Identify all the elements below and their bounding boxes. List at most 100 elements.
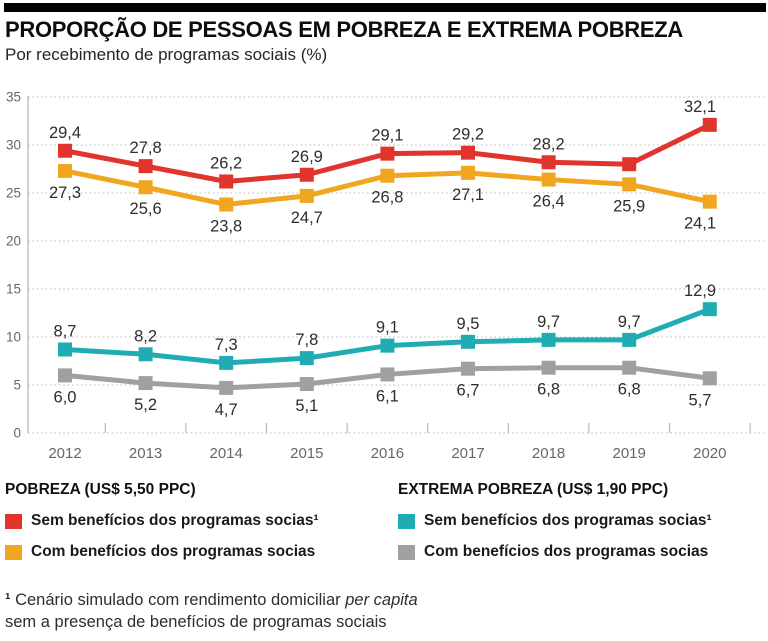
legend-item-label: Sem benefícios dos programas socias¹ bbox=[424, 512, 712, 529]
value-label-pobreza-sem-beneficios: 27,8 bbox=[130, 139, 162, 157]
marker-pobreza-com-beneficios bbox=[58, 163, 72, 178]
marker-pobreza-sem-beneficios bbox=[461, 145, 475, 160]
legend-item: Com benefícios dos programas socias bbox=[398, 543, 712, 561]
value-label-extrema-com-beneficios: 6,0 bbox=[54, 388, 77, 406]
marker-extrema-com-beneficios bbox=[541, 360, 556, 375]
value-label-pobreza-com-beneficios: 26,4 bbox=[533, 193, 565, 211]
marker-pobreza-com-beneficios bbox=[541, 172, 556, 187]
value-label-extrema-sem-beneficios: 7,3 bbox=[215, 336, 238, 354]
marker-extrema-com-beneficios bbox=[461, 361, 475, 376]
footnote: ¹ Cenário simulado com rendimento domici… bbox=[5, 589, 418, 633]
value-label-extrema-sem-beneficios: 9,1 bbox=[376, 319, 399, 337]
marker-extrema-sem-beneficios bbox=[138, 347, 153, 362]
legend: POBREZA (US$ 5,50 PPC) Sem benefícios do… bbox=[5, 481, 763, 561]
value-label-extrema-sem-beneficios: 7,8 bbox=[295, 331, 318, 349]
y-tick-label: 20 bbox=[6, 234, 21, 249]
legend-item-label: Sem benefícios dos programas socias¹ bbox=[31, 512, 319, 529]
marker-pobreza-sem-beneficios bbox=[622, 157, 637, 172]
x-tick-label: 2017 bbox=[451, 445, 484, 462]
y-tick-label: 25 bbox=[6, 186, 21, 201]
y-tick-label: 30 bbox=[6, 138, 21, 153]
value-label-pobreza-sem-beneficios: 32,1 bbox=[684, 98, 716, 116]
page-subtitle: Por recebimento de programas sociais (%) bbox=[5, 45, 328, 64]
legend-group-extrema-pobreza: EXTREMA POBREZA (US$ 1,90 PPC) Sem benef… bbox=[398, 481, 712, 561]
marker-extrema-com-beneficios bbox=[58, 368, 72, 383]
value-label-pobreza-sem-beneficios: 29,2 bbox=[452, 126, 484, 144]
value-label-pobreza-com-beneficios: 25,6 bbox=[130, 200, 162, 218]
value-label-extrema-com-beneficios: 6,8 bbox=[537, 381, 560, 399]
footnote-text-line2: sem a presença de benefícios de programa… bbox=[5, 613, 387, 631]
x-tick-label: 2014 bbox=[210, 445, 243, 462]
marker-pobreza-com-beneficios bbox=[299, 188, 314, 203]
value-label-pobreza-com-beneficios: 25,9 bbox=[613, 197, 645, 215]
marker-pobreza-com-beneficios bbox=[380, 168, 395, 183]
legend-item-label: Com benefícios dos programas socias bbox=[424, 543, 709, 560]
legend-item: Sem benefícios dos programas socias¹ bbox=[398, 512, 712, 530]
marker-extrema-sem-beneficios bbox=[299, 351, 314, 366]
legend-color-swatch-icon bbox=[5, 544, 22, 560]
value-label-extrema-com-beneficios: 4,7 bbox=[215, 401, 238, 419]
marker-extrema-sem-beneficios bbox=[219, 355, 234, 370]
marker-extrema-com-beneficios bbox=[702, 371, 717, 386]
marker-pobreza-sem-beneficios bbox=[702, 117, 717, 132]
marker-extrema-sem-beneficios bbox=[58, 342, 72, 357]
value-label-pobreza-sem-beneficios: 28,2 bbox=[533, 135, 565, 153]
legend-group-title: EXTREMA POBREZA (US$ 1,90 PPC) bbox=[398, 481, 669, 498]
marker-extrema-sem-beneficios bbox=[461, 334, 475, 349]
x-tick-label: 2020 bbox=[693, 445, 726, 462]
y-tick-label: 0 bbox=[13, 426, 21, 441]
value-label-extrema-sem-beneficios: 12,9 bbox=[684, 282, 716, 300]
value-label-pobreza-com-beneficios: 27,3 bbox=[49, 184, 81, 202]
value-label-extrema-com-beneficios: 6,1 bbox=[376, 387, 399, 405]
marker-extrema-com-beneficios bbox=[138, 376, 153, 391]
legend-color-swatch-icon bbox=[5, 513, 22, 529]
marker-extrema-sem-beneficios bbox=[702, 302, 717, 317]
value-label-extrema-com-beneficios: 6,8 bbox=[618, 381, 641, 399]
footnote-text-italic: per capita bbox=[345, 591, 418, 609]
marker-extrema-com-beneficios bbox=[299, 377, 314, 392]
y-tick-label: 35 bbox=[6, 90, 21, 105]
value-label-extrema-sem-beneficios: 8,2 bbox=[134, 327, 157, 345]
marker-pobreza-com-beneficios bbox=[702, 194, 717, 209]
marker-pobreza-com-beneficios bbox=[138, 180, 153, 195]
value-label-pobreza-com-beneficios: 24,1 bbox=[684, 215, 716, 233]
legend-item-label: Com benefícios dos programas socias bbox=[31, 543, 316, 560]
legend-color-swatch-icon bbox=[398, 513, 415, 529]
value-label-pobreza-com-beneficios: 27,1 bbox=[452, 186, 484, 204]
value-label-pobreza-sem-beneficios: 26,2 bbox=[210, 154, 242, 172]
footnote-text: Cenário simulado com rendimento domicili… bbox=[10, 591, 346, 609]
y-tick-label: 10 bbox=[6, 330, 21, 345]
marker-pobreza-sem-beneficios bbox=[58, 143, 72, 158]
x-tick-label: 2015 bbox=[290, 445, 323, 462]
legend-color-swatch-icon bbox=[398, 544, 415, 560]
marker-pobreza-sem-beneficios bbox=[541, 155, 556, 170]
value-label-pobreza-sem-beneficios: 29,1 bbox=[371, 127, 403, 145]
marker-pobreza-sem-beneficios bbox=[380, 146, 395, 161]
x-tick-label: 2016 bbox=[371, 445, 404, 462]
y-tick-label: 5 bbox=[13, 378, 21, 393]
marker-extrema-sem-beneficios bbox=[541, 332, 556, 347]
value-label-pobreza-com-beneficios: 23,8 bbox=[210, 218, 242, 236]
marker-extrema-com-beneficios bbox=[380, 367, 395, 382]
value-label-pobreza-sem-beneficios: 29,4 bbox=[49, 124, 81, 142]
value-label-extrema-com-beneficios: 6,7 bbox=[457, 382, 480, 400]
legend-group-title: POBREZA (US$ 5,50 PPC) bbox=[5, 481, 196, 498]
value-label-extrema-sem-beneficios: 9,5 bbox=[457, 315, 480, 333]
value-label-pobreza-com-beneficios: 24,7 bbox=[291, 209, 323, 227]
footnote-marker: ¹ bbox=[5, 591, 11, 609]
legend-item: Sem benefícios dos programas socias¹ bbox=[5, 512, 398, 530]
x-tick-label: 2018 bbox=[532, 445, 565, 462]
marker-extrema-com-beneficios bbox=[622, 360, 637, 375]
marker-pobreza-sem-beneficios bbox=[219, 174, 234, 189]
top-rule bbox=[4, 3, 766, 12]
marker-extrema-sem-beneficios bbox=[622, 332, 637, 347]
marker-extrema-sem-beneficios bbox=[380, 338, 395, 353]
x-tick-label: 2013 bbox=[129, 445, 162, 462]
line-chart: 0 5 10 15 20 25 30 35 2012 2013 2014 2015 2016 2017 20… bbox=[6, 90, 766, 462]
page-title: PROPORÇÃO DE PESSOAS EM POBREZA E EXTREM… bbox=[5, 17, 683, 42]
value-label-extrema-sem-beneficios: 9,7 bbox=[618, 313, 641, 331]
marker-pobreza-com-beneficios bbox=[219, 197, 234, 212]
marker-pobreza-com-beneficios bbox=[622, 177, 637, 192]
marker-pobreza-sem-beneficios bbox=[299, 167, 314, 182]
